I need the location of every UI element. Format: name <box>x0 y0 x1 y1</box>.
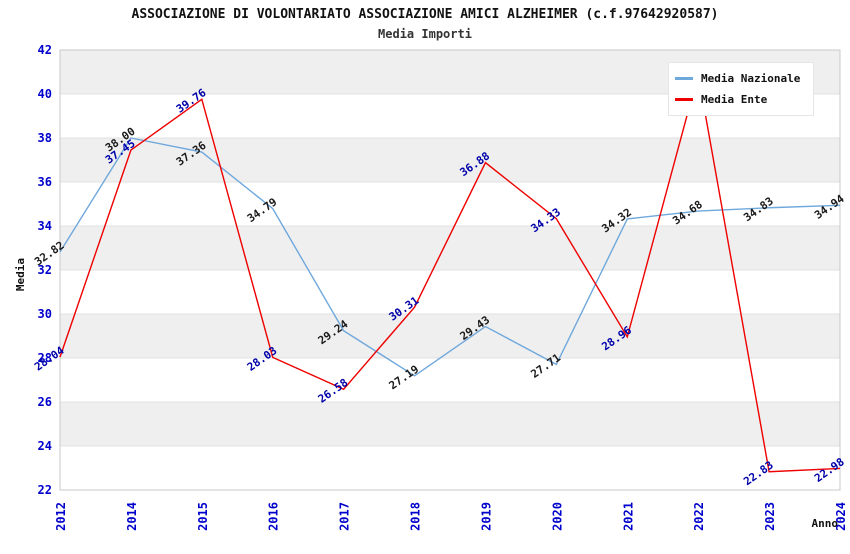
grid-band <box>60 446 840 490</box>
legend-item-media-nazionale: Media Nazionale <box>675 68 807 89</box>
y-tick-label: 38 <box>38 131 52 145</box>
y-tick-label: 28 <box>38 351 52 365</box>
y-tick-label: 42 <box>38 43 52 57</box>
x-axis-title: Anno <box>811 517 839 530</box>
legend-item-media-ente: Media Ente <box>675 89 807 110</box>
legend-swatch-media-ente <box>675 98 693 101</box>
chart-subtitle: Media Importi <box>378 27 472 41</box>
x-tick-label: 2016 <box>267 502 281 531</box>
x-tick-label: 2012 <box>54 502 68 531</box>
x-tick-label: 2014 <box>125 502 139 531</box>
x-tick-label: 2020 <box>550 502 564 531</box>
y-tick-label: 24 <box>38 439 52 453</box>
legend: Media Nazionale Media Ente <box>668 62 814 116</box>
grid-band <box>60 270 840 314</box>
grid-band <box>60 138 840 182</box>
series-line-media-ente <box>59 74 841 473</box>
x-tick-label: 2021 <box>621 502 635 531</box>
series-line-media-nazionale <box>59 137 841 377</box>
x-axis: 2012 2014 2015 2016 2017 2018 2019 2020 2021 2022… <box>54 502 848 531</box>
x-tick-label: 2015 <box>196 502 210 531</box>
grid-band <box>60 402 840 446</box>
y-tick-label: 40 <box>38 87 52 101</box>
y-tick-label: 30 <box>38 307 52 321</box>
x-tick-label: 2017 <box>338 502 352 531</box>
grid-band <box>60 182 840 226</box>
legend-label-media-nazionale: Media Nazionale <box>701 72 801 85</box>
chart-title: ASSOCIAZIONE DI VOLONTARIATO ASSOCIAZION… <box>131 7 719 22</box>
y-tick-label: 22 <box>38 483 52 497</box>
grid-band <box>60 358 840 402</box>
grid-bands <box>60 50 840 490</box>
grid-band <box>60 226 840 270</box>
x-tick-label: 2023 <box>763 502 777 531</box>
y-tick-label: 36 <box>38 175 52 189</box>
x-tick-label: 2022 <box>692 502 706 531</box>
legend-label-media-ente: Media Ente <box>701 93 768 106</box>
x-tick-label: 2024 <box>834 502 848 531</box>
legend-swatch-media-nazionale <box>675 77 693 80</box>
x-tick-label: 2018 <box>409 502 423 531</box>
y-tick-label: 34 <box>38 219 52 233</box>
x-tick-label: 2019 <box>479 502 493 531</box>
plot-border <box>59 49 841 491</box>
y-tick-label: 32 <box>38 263 52 277</box>
y-tick-label: 26 <box>38 395 52 409</box>
